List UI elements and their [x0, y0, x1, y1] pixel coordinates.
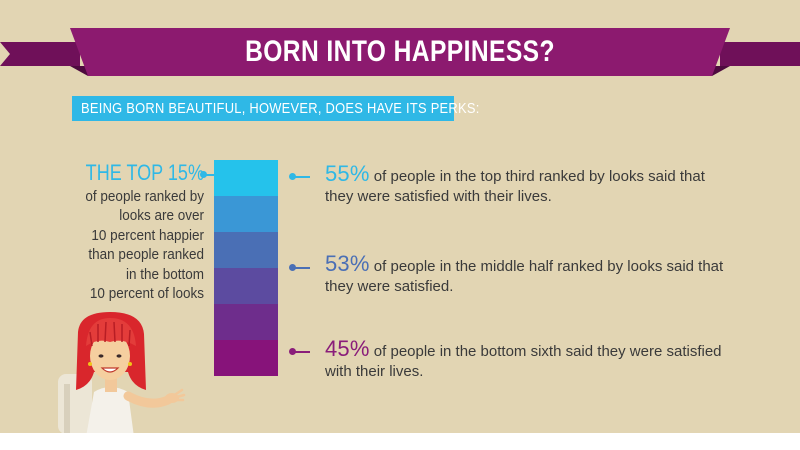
stat-text: they were satisfied.: [325, 278, 454, 295]
stat-middle-half: 53% of people in the middle half ranked …: [325, 251, 775, 297]
subtitle-text: BEING BORN BEAUTIFUL, HOWEVER, DOES HAVE…: [81, 100, 480, 117]
stat-text: of people in the top third ranked by loo…: [369, 168, 705, 185]
body-line: 10 percent of looks: [89, 285, 204, 303]
stat-connector-dot: [289, 348, 296, 355]
stat-text: of people in the bottom sixth said they …: [369, 343, 722, 360]
looks-gradient-bar: [214, 160, 278, 376]
stat-text: with their lives.: [325, 363, 424, 380]
stat-percent: 45%: [325, 336, 370, 361]
stat-connector-line: [292, 351, 310, 353]
stat-connector-line: [292, 267, 310, 269]
stat-connector-line: [292, 176, 310, 178]
stat-text: of people in the middle half ranked by l…: [369, 258, 724, 275]
bottom-strip: [0, 433, 800, 450]
stat-top-third: 55% of people in the top third ranked by…: [325, 161, 775, 207]
page-title: BORN INTO HAPPINESS?: [245, 35, 555, 68]
bar-segment-5: [214, 304, 278, 340]
body-line: of people ranked by: [85, 188, 204, 205]
title-banner: BORN INTO HAPPINESS?: [0, 0, 800, 100]
bar-segment-1: [214, 160, 278, 196]
top-15-callout: THE TOP 15% of people ranked by looks ar…: [28, 161, 204, 303]
left-connector-line: [203, 174, 214, 176]
bar-segment-4: [214, 268, 278, 304]
ribbon-shape: [0, 28, 800, 76]
stat-text: they were satisfied with their lives.: [325, 188, 552, 205]
woman-illustration: [58, 312, 186, 437]
body-line: than people ranked: [88, 246, 204, 264]
body-line: in the bottom: [125, 265, 204, 283]
bar-segment-6: [214, 340, 278, 376]
bar-segment-2: [214, 196, 278, 232]
body-line: 10 percent happier: [91, 226, 204, 244]
top-15-body: of people ranked by looks are over 10 pe…: [28, 187, 204, 303]
stat-percent: 53%: [325, 251, 370, 276]
stat-bottom-sixth: 45% of people in the bottom sixth said t…: [325, 336, 775, 382]
subtitle-box: BEING BORN BEAUTIFUL, HOWEVER, DOES HAVE…: [72, 96, 479, 121]
body-line: looks are over: [119, 207, 204, 225]
stat-percent: 55%: [325, 161, 370, 186]
stat-connector-dot: [289, 173, 296, 180]
bar-segment-3: [214, 232, 278, 268]
stat-connector-dot: [289, 264, 296, 271]
left-connector-dot: [200, 171, 207, 178]
top-15-headline: THE TOP 15%: [85, 160, 204, 185]
